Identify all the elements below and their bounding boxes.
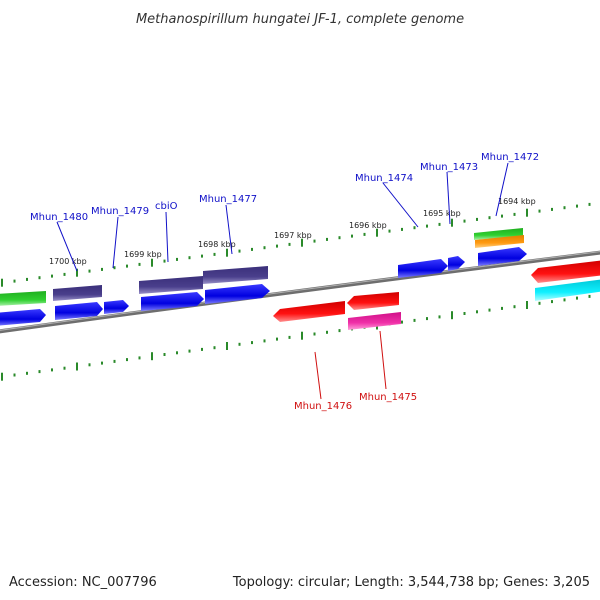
gene-label-mhun-1474[interactable]: Mhun_1474 xyxy=(355,173,413,184)
gene-label-mhun-1475[interactable]: Mhun_1475 xyxy=(359,392,417,403)
feature-blue-1472[interactable] xyxy=(478,247,527,266)
feature-blue-cbio[interactable] xyxy=(141,292,204,311)
leader-1477 xyxy=(225,204,233,255)
leader-1475 xyxy=(379,330,387,390)
leader-1474 xyxy=(382,182,419,228)
inner-scale-ticks xyxy=(1,294,591,381)
gene-label-mhun-1479[interactable]: Mhun_1479 xyxy=(91,206,149,217)
reverse-features xyxy=(273,260,600,330)
feature-orange-1472[interactable] xyxy=(475,235,524,248)
map-title: Methanospirillum hungatei JF-1, complete… xyxy=(136,12,464,27)
genome-backbone-highlight xyxy=(0,251,600,331)
leader-1472 xyxy=(495,162,509,217)
feature-blue-1474[interactable] xyxy=(398,259,448,278)
gene-label-mhun-1477[interactable]: Mhun_1477 xyxy=(199,194,257,205)
scale-label-1700: 1700 kbp xyxy=(49,257,87,266)
feature-blue-1480[interactable] xyxy=(55,302,103,320)
leader-cbio xyxy=(165,211,169,263)
scale-label-1695: 1695 kbp xyxy=(423,209,461,218)
gene-label-mhun-1476[interactable]: Mhun_1476 xyxy=(294,401,352,412)
feature-red-1476[interactable] xyxy=(273,301,345,322)
feature-blue-1473[interactable] xyxy=(448,256,465,271)
leader-1479 xyxy=(112,216,119,269)
feature-green-left[interactable] xyxy=(0,291,46,306)
feature-red-1475[interactable] xyxy=(347,292,399,310)
feature-slate-1477[interactable] xyxy=(203,266,268,284)
outer-scale-ticks xyxy=(1,202,591,287)
leader-1473 xyxy=(446,171,451,225)
accession-text: Accession: NC_007796 xyxy=(9,575,157,590)
forward-features xyxy=(0,228,600,326)
scale-label-1697: 1697 kbp xyxy=(274,231,312,240)
scale-labels: 1700 kbp 1699 kbp 1698 kbp 1697 kbp 1696… xyxy=(49,197,536,266)
feature-slate-cbio[interactable] xyxy=(139,276,203,294)
topology-summary-text: Topology: circular; Length: 3,544,738 bp… xyxy=(232,575,590,590)
feature-magenta-1475[interactable] xyxy=(348,312,401,330)
feature-cyan-right[interactable] xyxy=(535,279,600,301)
leader-1480 xyxy=(56,221,78,272)
leader-1476 xyxy=(314,351,322,400)
feature-red-right[interactable] xyxy=(531,260,600,283)
feature-slate-1480[interactable] xyxy=(53,285,102,301)
gene-label-cbio[interactable]: cbiO xyxy=(155,201,178,212)
genome-backbone xyxy=(0,250,600,334)
scale-label-1694: 1694 kbp xyxy=(498,197,536,206)
gene-label-mhun-1473[interactable]: Mhun_1473 xyxy=(420,162,478,173)
gene-label-mhun-1480[interactable]: Mhun_1480 xyxy=(30,212,88,223)
feature-blue-1479[interactable] xyxy=(104,300,129,314)
gene-labels: Mhun_1480 Mhun_1479 cbiO Mhun_1477 Mhun_… xyxy=(30,152,539,412)
scale-label-1699: 1699 kbp xyxy=(124,250,162,259)
scale-label-1696: 1696 kbp xyxy=(349,221,387,230)
feature-blue-1477[interactable] xyxy=(205,284,270,304)
label-leaders xyxy=(56,162,509,400)
feature-blue-left[interactable] xyxy=(0,309,46,326)
gene-label-mhun-1472[interactable]: Mhun_1472 xyxy=(481,152,539,163)
scale-label-1698: 1698 kbp xyxy=(198,240,236,249)
